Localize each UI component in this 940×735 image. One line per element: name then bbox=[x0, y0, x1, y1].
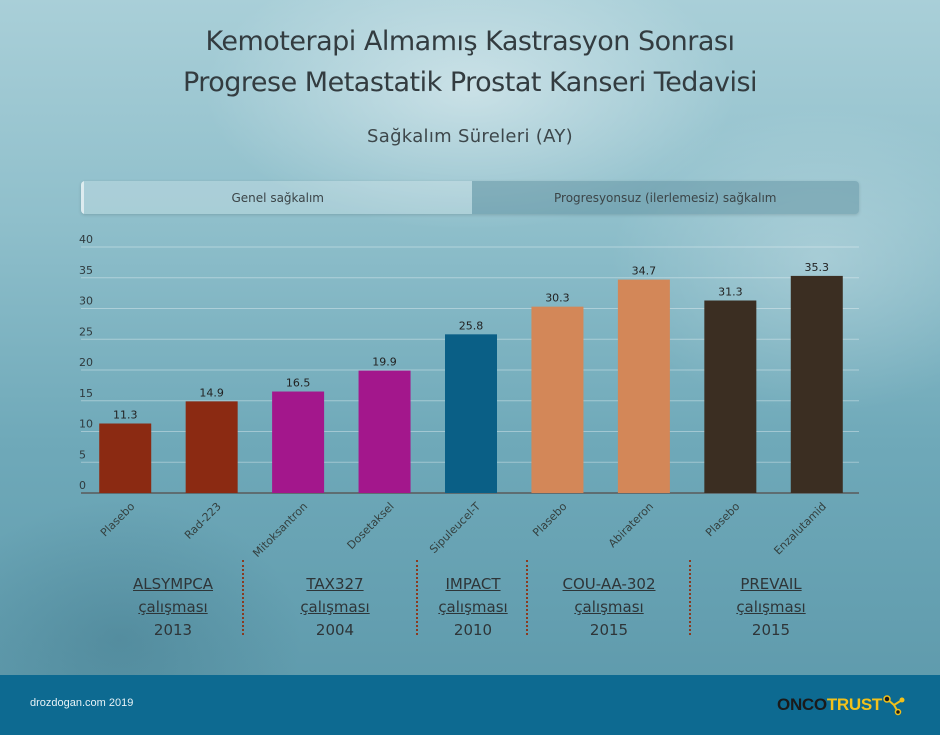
y-tick-label: 20 bbox=[79, 356, 93, 369]
data-label: 19.9 bbox=[372, 356, 397, 369]
footer-credit[interactable]: drozdogan.com 2019 bbox=[30, 697, 134, 709]
data-label: 14.9 bbox=[199, 386, 224, 399]
study-cou-aa-302: COU-AA-302 çalışması 2015 bbox=[544, 573, 674, 642]
bar bbox=[358, 370, 411, 493]
study-sub[interactable]: çalışması bbox=[138, 598, 208, 616]
study-name[interactable]: TAX327 bbox=[306, 575, 364, 593]
study-name[interactable]: IMPACT bbox=[445, 575, 501, 593]
y-tick-label: 5 bbox=[79, 448, 86, 461]
data-label: 25.8 bbox=[459, 319, 484, 332]
bar bbox=[272, 391, 325, 493]
bar bbox=[99, 423, 152, 493]
study-sub[interactable]: çalışması bbox=[438, 598, 508, 616]
bar bbox=[185, 401, 238, 493]
y-tick-label: 10 bbox=[79, 418, 93, 431]
y-tick-label: 15 bbox=[79, 387, 93, 400]
chart-subtitle: Sağkalım Süreleri (AY) bbox=[367, 126, 573, 147]
study-tax327: TAX327 çalışması 2004 bbox=[270, 573, 400, 642]
logo-text-onco: ONCO bbox=[777, 695, 827, 714]
study-impact: IMPACT çalışması 2010 bbox=[423, 573, 523, 642]
tab-bar: Genel sağkalım Progresyonsuz (ilerlemesi… bbox=[81, 181, 859, 214]
study-prevail: PREVAIL çalışması 2015 bbox=[706, 573, 836, 642]
study-year: 2010 bbox=[453, 621, 493, 639]
bar bbox=[617, 279, 670, 493]
x-tick-label: Plasebo bbox=[98, 500, 138, 540]
study-year: 2004 bbox=[315, 621, 355, 639]
data-label: 11.3 bbox=[113, 409, 138, 422]
tab-progression-free-survival[interactable]: Progresyonsuz (ilerlemesiz) sağkalım bbox=[471, 181, 859, 214]
study-sub[interactable]: çalışması bbox=[300, 598, 370, 616]
x-tick-label: Plasebo bbox=[530, 500, 570, 540]
y-tick-label: 0 bbox=[79, 479, 86, 492]
data-label: 30.3 bbox=[545, 292, 570, 305]
x-tick-label: Rad-223 bbox=[182, 500, 224, 542]
bar bbox=[704, 300, 757, 493]
bar bbox=[445, 334, 497, 493]
logo-text-trust: TRUST bbox=[826, 695, 882, 714]
y-tick-label: 35 bbox=[79, 264, 93, 277]
study-name[interactable]: PREVAIL bbox=[740, 575, 802, 593]
bar-chart: 0 5 10 15 20 25 30 35 40 11.3 Plasebo 14.9 Rad-223 16… bbox=[79, 233, 859, 560]
study-name[interactable]: ALSYMPCA bbox=[132, 575, 214, 593]
study-year: 2015 bbox=[751, 621, 791, 639]
data-label: 31.3 bbox=[718, 286, 743, 299]
footer-bar: drozdogan.com 2019 ONCO TRUST bbox=[0, 675, 940, 735]
study-divider bbox=[242, 560, 244, 635]
data-label: 16.5 bbox=[286, 377, 311, 390]
page-title-line1: Kemoterapi Almamış Kastrasyon Sonrası bbox=[205, 26, 735, 57]
x-tick-label: Plasebo bbox=[703, 500, 743, 540]
x-tick-label: Enzalutamid bbox=[771, 500, 828, 557]
data-label: 34.7 bbox=[632, 265, 657, 278]
study-year: 2013 bbox=[153, 621, 193, 639]
study-year: 2015 bbox=[589, 621, 629, 639]
bar bbox=[790, 275, 843, 493]
tab-overall-survival[interactable]: Genel sağkalım bbox=[81, 181, 472, 214]
bar bbox=[531, 306, 584, 493]
study-alsympca: ALSYMPCA çalışması 2013 bbox=[108, 573, 238, 642]
page-title-line2: Progrese Metastatik Prostat Kanseri Teda… bbox=[182, 67, 758, 98]
study-sub[interactable]: çalışması bbox=[736, 598, 806, 616]
y-tick-label: 30 bbox=[79, 295, 93, 308]
oncotrust-logo[interactable]: ONCO TRUST bbox=[777, 693, 906, 717]
study-divider bbox=[416, 560, 418, 635]
study-name[interactable]: COU-AA-302 bbox=[562, 575, 656, 593]
x-tick-label: Abirateron bbox=[606, 500, 656, 550]
x-tick-label: Mitoksantron bbox=[250, 500, 310, 560]
x-tick-label: Dosetaksel bbox=[345, 500, 397, 552]
study-divider bbox=[526, 560, 528, 635]
x-tick-label: Sipuleucel-T bbox=[427, 500, 483, 556]
y-tick-label: 40 bbox=[79, 233, 93, 246]
molecule-icon bbox=[883, 695, 905, 716]
y-tick-label: 25 bbox=[79, 325, 93, 338]
data-label: 35.3 bbox=[805, 261, 830, 274]
study-divider bbox=[689, 560, 691, 635]
study-sub[interactable]: çalışması bbox=[574, 598, 644, 616]
